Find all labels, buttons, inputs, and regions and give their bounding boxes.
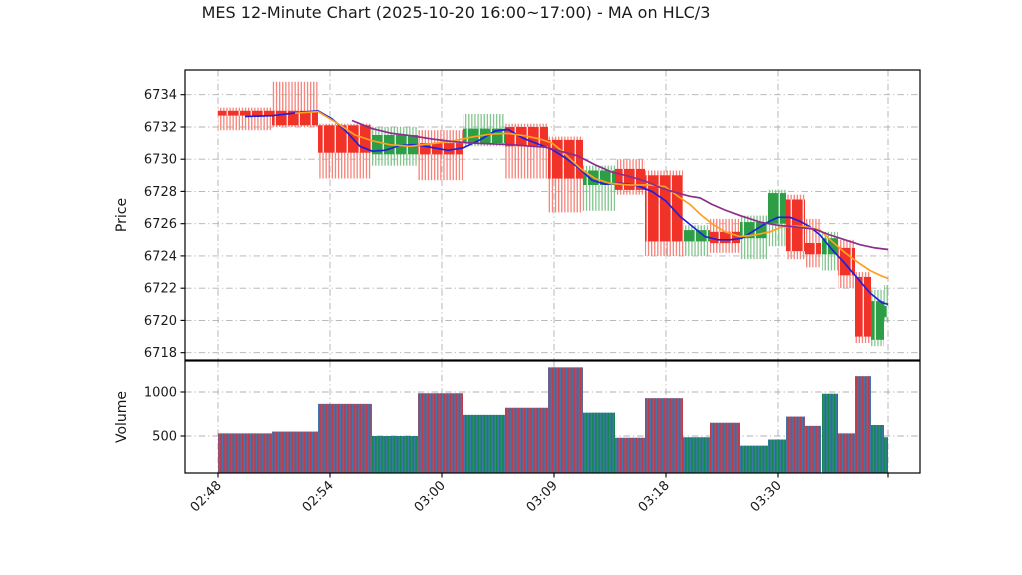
candle-blocks [218, 81, 888, 347]
svg-text:6724: 6724 [144, 249, 177, 264]
volume-tick-labels: 500 1000 [144, 386, 185, 445]
svg-text:02:54: 02:54 [300, 478, 337, 515]
svg-text:6728: 6728 [144, 185, 177, 200]
svg-text:03:09: 03:09 [524, 478, 561, 515]
time-tick-labels: 02:48 02:54 03:00 03:09 03:18 03:30 [188, 473, 889, 515]
svg-text:03:18: 03:18 [636, 478, 673, 515]
volume-bars [218, 367, 888, 473]
ma-slow-purple [351, 119, 889, 251]
svg-text:6730: 6730 [144, 153, 177, 168]
svg-text:6720: 6720 [144, 314, 177, 329]
volume-panel-border [184, 360, 921, 474]
svg-text:6718: 6718 [144, 346, 177, 361]
svg-text:1000: 1000 [144, 386, 177, 401]
price-tick-labels: 6718 6720 6722 6724 6726 6728 6730 6732 6734 [144, 88, 185, 361]
price-panel-border [184, 69, 921, 361]
ma-medium-orange [294, 110, 889, 280]
svg-text:03:30: 03:30 [748, 478, 785, 515]
chart-title: MES 12-Minute Chart (2025-10-20 16:00~17… [201, 3, 711, 22]
svg-text:6726: 6726 [144, 217, 177, 232]
svg-text:6734: 6734 [144, 88, 177, 103]
svg-text:6722: 6722 [144, 282, 177, 297]
svg-text:02:48: 02:48 [188, 478, 225, 515]
svg-text:03:00: 03:00 [412, 478, 449, 515]
svg-text:500: 500 [152, 430, 177, 445]
ma-fast-blue [244, 109, 889, 306]
svg-text:6732: 6732 [144, 120, 177, 135]
